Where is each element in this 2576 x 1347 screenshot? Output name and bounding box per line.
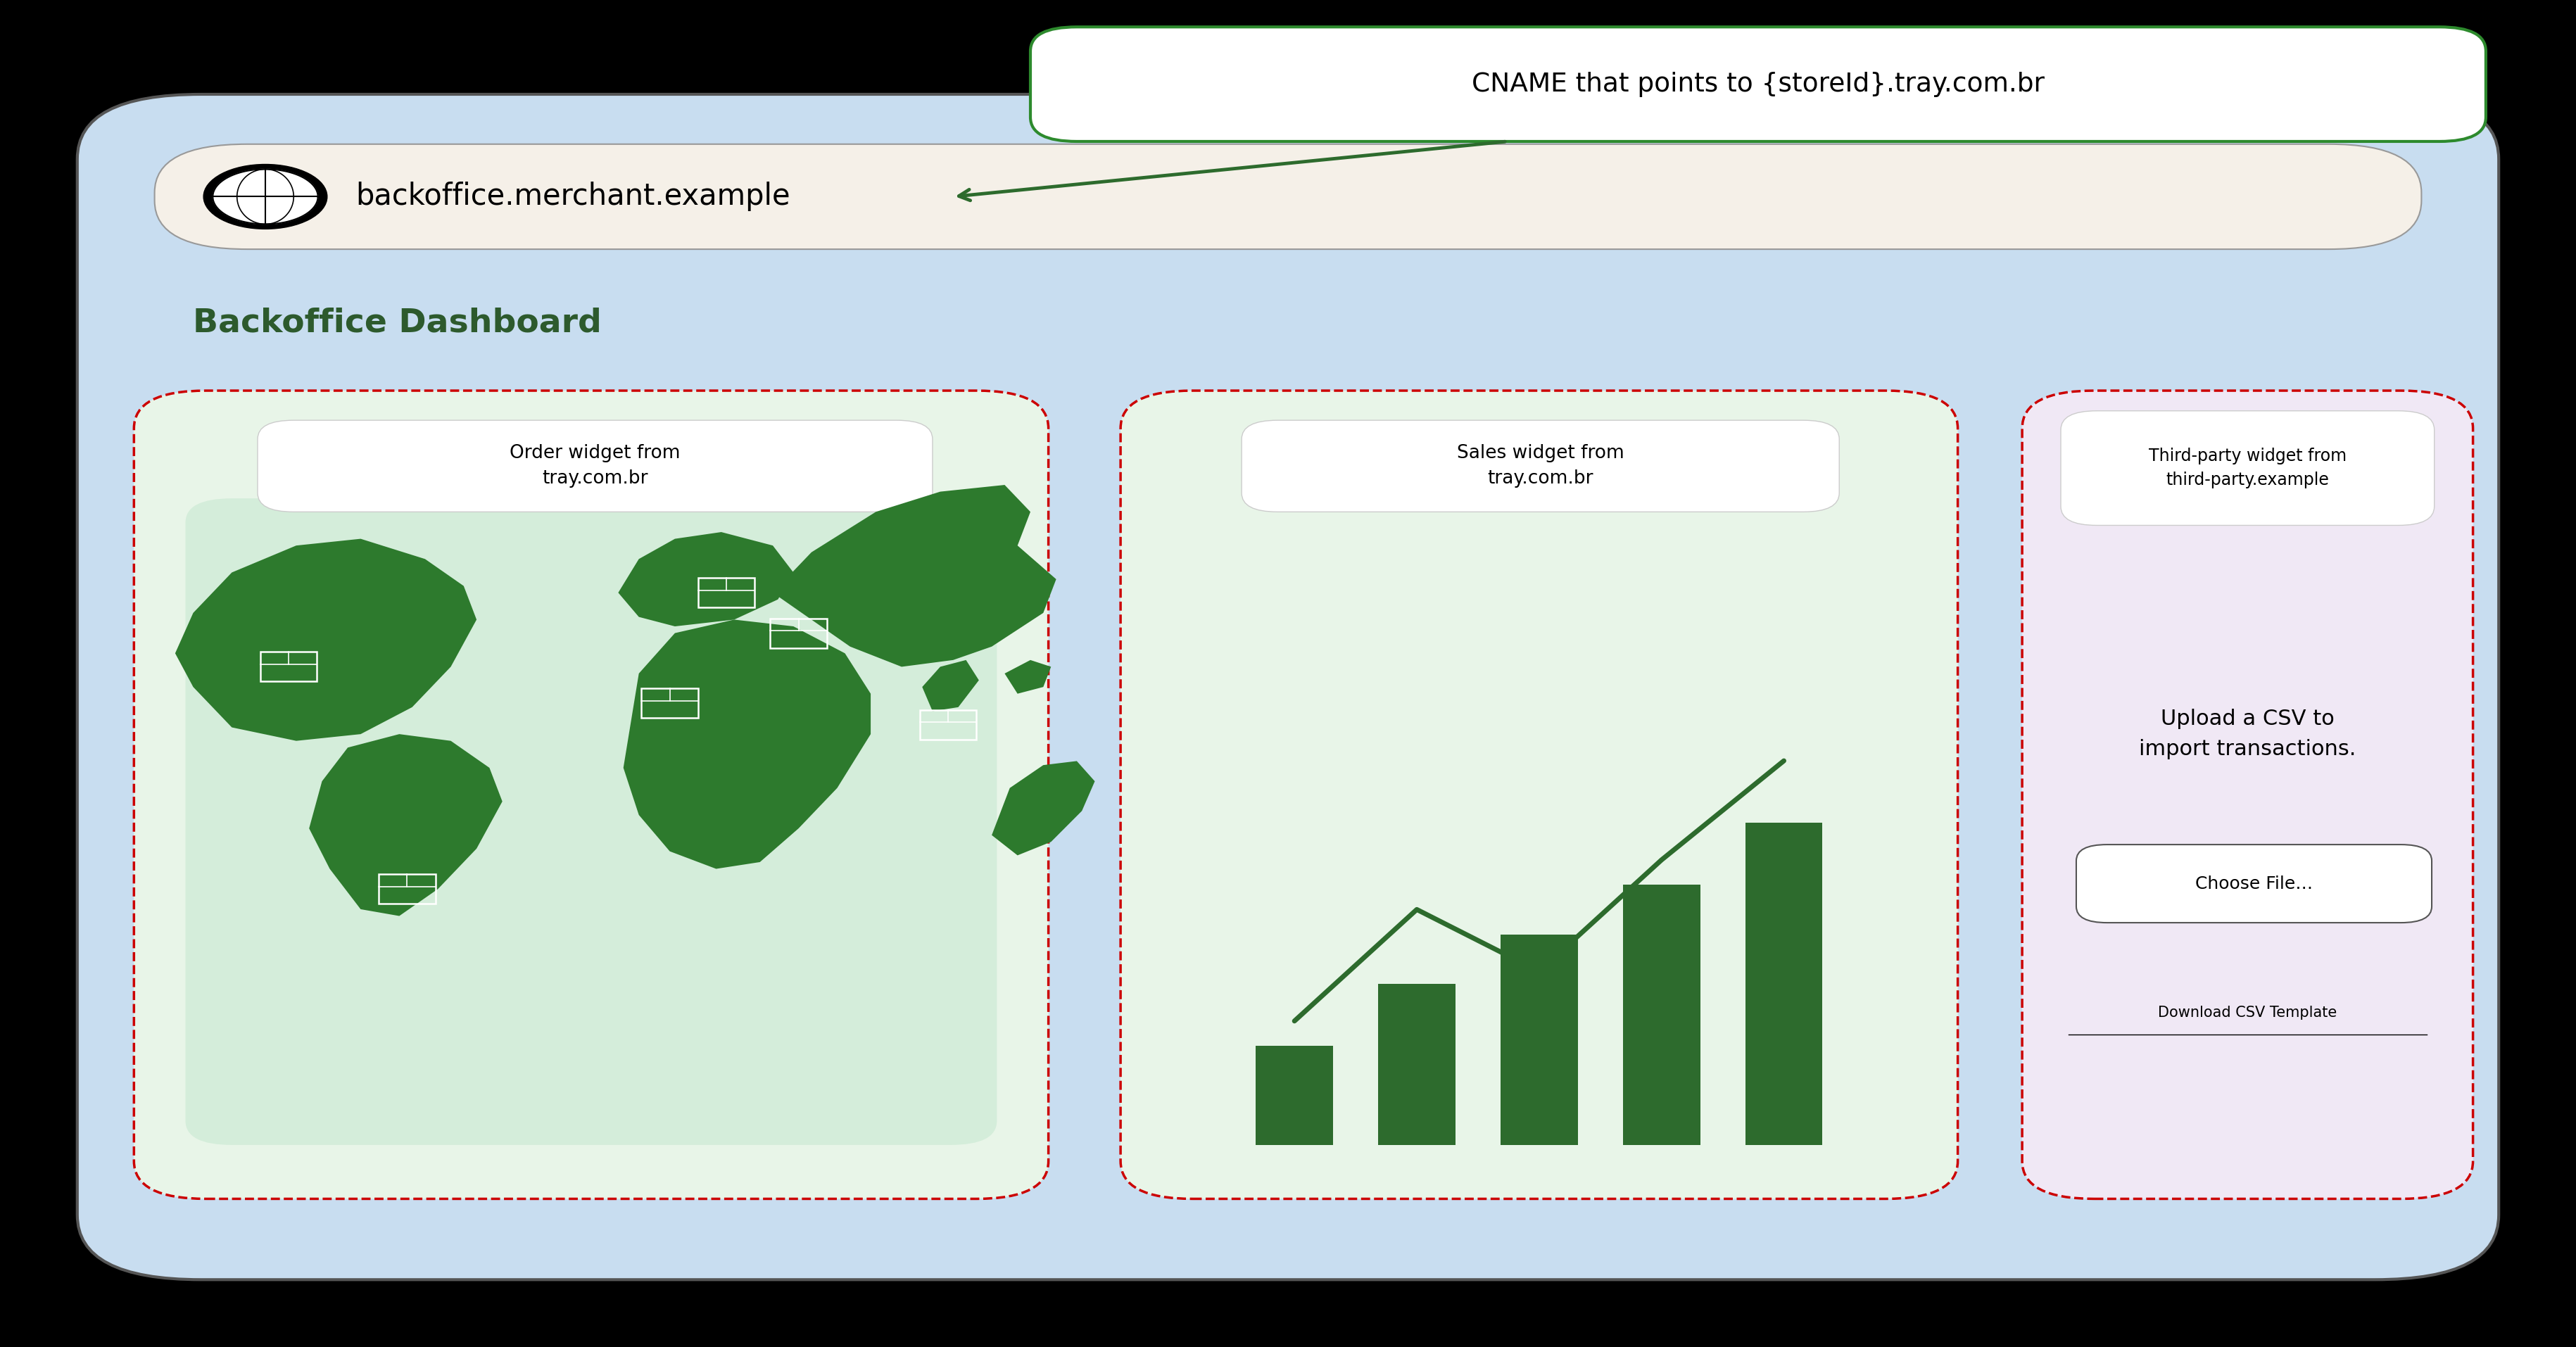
FancyBboxPatch shape: [1121, 391, 1958, 1199]
Text: Third-party widget from
third-party.example: Third-party widget from third-party.exam…: [2148, 447, 2347, 489]
Polygon shape: [309, 734, 502, 916]
Polygon shape: [922, 660, 979, 711]
Text: Backoffice Dashboard: Backoffice Dashboard: [193, 307, 603, 339]
FancyBboxPatch shape: [258, 420, 933, 512]
Polygon shape: [1005, 660, 1051, 694]
FancyBboxPatch shape: [2061, 411, 2434, 525]
Text: CNAME that points to {storeId}.tray.com.br: CNAME that points to {storeId}.tray.com.…: [1471, 71, 2045, 97]
Text: Choose File…: Choose File…: [2195, 876, 2313, 892]
FancyBboxPatch shape: [155, 144, 2421, 249]
Text: Download CSV Template: Download CSV Template: [2159, 1006, 2336, 1020]
FancyBboxPatch shape: [1502, 935, 1577, 1145]
Polygon shape: [992, 761, 1095, 855]
Text: Order widget from
tray.com.br: Order widget from tray.com.br: [510, 445, 680, 488]
FancyBboxPatch shape: [185, 498, 997, 1145]
FancyBboxPatch shape: [134, 391, 1048, 1199]
Circle shape: [204, 164, 327, 229]
Polygon shape: [773, 485, 1056, 667]
Text: Upload a CSV to
import transactions.: Upload a CSV to import transactions.: [2138, 709, 2357, 760]
FancyBboxPatch shape: [1242, 420, 1839, 512]
FancyBboxPatch shape: [1747, 823, 1824, 1145]
FancyBboxPatch shape: [2022, 391, 2473, 1199]
FancyBboxPatch shape: [77, 94, 2499, 1280]
Text: backoffice.merchant.example: backoffice.merchant.example: [355, 182, 791, 211]
Polygon shape: [175, 539, 477, 741]
Polygon shape: [618, 532, 793, 626]
Circle shape: [214, 170, 317, 224]
FancyBboxPatch shape: [1623, 885, 1700, 1145]
FancyBboxPatch shape: [1030, 27, 2486, 141]
Polygon shape: [623, 620, 871, 869]
FancyBboxPatch shape: [1257, 1045, 1334, 1145]
Text: Sales widget from
tray.com.br: Sales widget from tray.com.br: [1458, 445, 1623, 488]
FancyBboxPatch shape: [1378, 983, 1455, 1145]
FancyBboxPatch shape: [2076, 845, 2432, 923]
